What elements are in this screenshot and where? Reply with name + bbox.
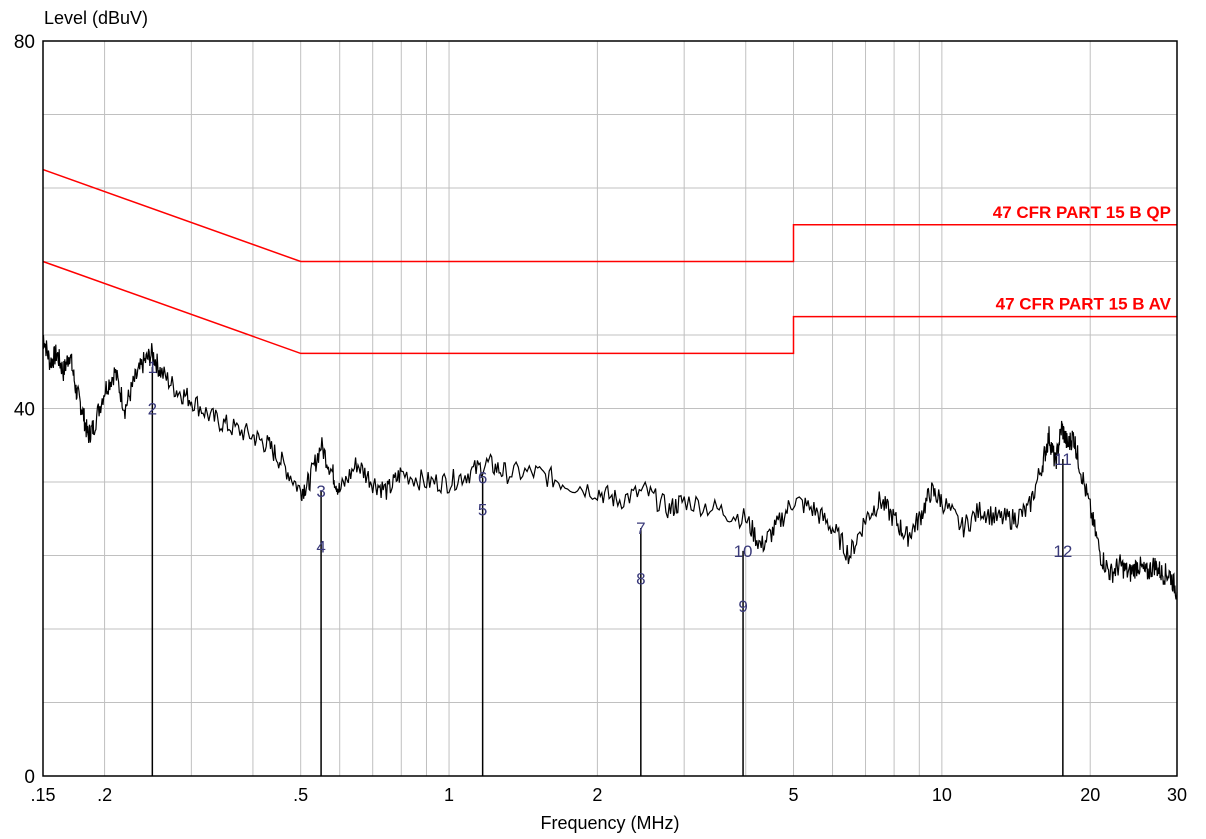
- x-tick-label: 2: [592, 785, 602, 805]
- x-tick-label: 10: [932, 785, 952, 805]
- x-tick-label: .5: [293, 785, 308, 805]
- y-tick-label: 0: [24, 767, 35, 788]
- marker-label: 9: [738, 597, 747, 616]
- limit-line-label: 47 CFR PART 15 B QP: [993, 203, 1171, 222]
- grid: [43, 41, 1177, 776]
- y-tick-label: 40: [14, 400, 35, 421]
- y-tick-labels: 0 40 80: [14, 32, 35, 788]
- marker-label: 8: [636, 569, 645, 588]
- limit-line: [42, 260, 1177, 355]
- x-tick-label: 5: [789, 785, 799, 805]
- x-axis-label: Frequency (MHz): [540, 813, 679, 833]
- marker-label: 11: [1054, 450, 1072, 469]
- x-tick-label: 20: [1080, 785, 1100, 805]
- x-tick-label: .15: [30, 785, 55, 805]
- marker-label: 4: [316, 537, 325, 556]
- plot-frame: [42, 40, 1178, 777]
- marker-label: 10: [734, 542, 753, 561]
- x-tick-label: .2: [97, 785, 112, 805]
- marker-label: 12: [1053, 542, 1072, 561]
- marker-label: 7: [636, 519, 645, 538]
- marker-label: 1: [148, 358, 157, 377]
- limit-lines: 47 CFR PART 15 B QP 47 CFR PART 15 B AV: [42, 168, 1177, 355]
- measurement-trace: [42, 334, 1178, 600]
- marker-label: 2: [148, 400, 157, 419]
- marker-label: 6: [478, 468, 487, 487]
- y-tick-label: 80: [14, 32, 35, 53]
- marker-label: 5: [478, 501, 487, 520]
- y-axis-label: Level (dBuV): [44, 8, 148, 28]
- trace-line: [42, 334, 1178, 600]
- limit-line: [42, 168, 1177, 263]
- limit-line-label: 47 CFR PART 15 B AV: [996, 295, 1172, 314]
- x-tick-label: 1: [444, 785, 454, 805]
- x-tick-labels: .15 .2 .5 1 2 5 10 20 30: [30, 785, 1187, 805]
- x-tick-label: 30: [1167, 785, 1187, 805]
- marker-label: 3: [316, 482, 325, 501]
